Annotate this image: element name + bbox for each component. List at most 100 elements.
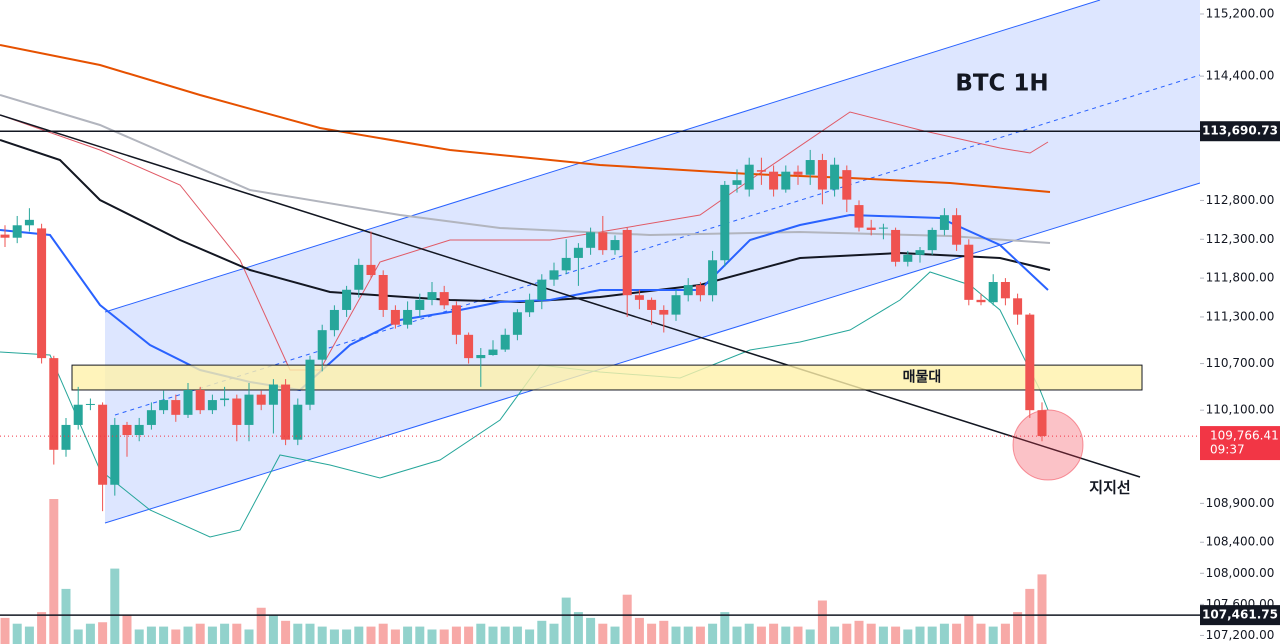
volume-bar: [37, 612, 47, 644]
volume-bar: [220, 623, 230, 644]
candle-body: [305, 359, 315, 405]
volume-bar: [769, 623, 779, 644]
candle-body: [891, 229, 901, 262]
y-tick-label: 111,300.00: [1206, 309, 1275, 323]
candle-body: [49, 358, 59, 450]
volume-bar: [915, 626, 925, 644]
volume-bar: [183, 626, 193, 644]
candle-body: [939, 215, 949, 230]
volume-bar: [256, 607, 266, 644]
volume-bar: [939, 623, 949, 644]
candle-body: [586, 232, 596, 248]
y-tick-label: 110,100.00: [1206, 403, 1275, 417]
channel-top: [104, 0, 1101, 313]
candle-body: [244, 394, 254, 425]
candle-body: [622, 229, 632, 296]
candle-body: [268, 384, 278, 405]
candle-body: [171, 400, 181, 415]
candle-body: [561, 257, 571, 271]
candle-body: [1000, 281, 1010, 299]
y-tick-label: 108,000.00: [1206, 566, 1275, 580]
volume-bar: [366, 626, 376, 644]
volume-bar: [708, 623, 718, 644]
candle-body: [354, 264, 364, 290]
volume-bar: [976, 623, 986, 644]
volume-bar: [866, 623, 876, 644]
volume-bar: [1025, 588, 1035, 644]
volume-bar: [61, 588, 71, 644]
volume-bar: [647, 623, 657, 644]
y-tick-label: 115,200.00: [1206, 6, 1275, 20]
candle-body: [952, 215, 962, 245]
candle-body: [976, 299, 986, 303]
y-tick-label: 111,800.00: [1206, 271, 1275, 285]
candle-body: [378, 275, 388, 310]
candle-body: [366, 264, 376, 276]
candle-body: [451, 305, 461, 335]
volume-bar: [805, 629, 815, 644]
candle-body: [403, 309, 413, 325]
volume-bar: [390, 629, 400, 644]
candle-body: [159, 400, 169, 411]
ma-black: [0, 139, 1051, 304]
candle-body: [24, 219, 34, 226]
candle-body: [232, 398, 242, 425]
chart-title: BTC 1H: [955, 71, 1048, 97]
level-label: 107,461.75: [1202, 608, 1278, 622]
candle-body: [98, 404, 108, 485]
candle-body: [647, 299, 657, 310]
candle-body: [744, 164, 754, 190]
candle-body: [220, 398, 230, 401]
volume-bar: [720, 612, 730, 644]
candle-body: [878, 227, 888, 229]
candle-body: [708, 260, 718, 296]
candle-body: [720, 184, 730, 261]
volume-bar: [415, 626, 425, 644]
volume-bar: [49, 499, 59, 644]
volume-bar: [464, 626, 474, 644]
candle-body: [110, 424, 120, 485]
candle-body: [598, 232, 608, 251]
volume-bar: [85, 623, 95, 644]
candle-body: [866, 227, 876, 230]
candle-body: [671, 295, 681, 315]
volume-bar: [146, 626, 156, 644]
volume-bar: [732, 626, 742, 644]
volume-bar: [793, 626, 803, 644]
volume-bar: [317, 626, 327, 644]
volume-bar: [451, 626, 461, 644]
volume-bar: [854, 620, 864, 644]
volume-bar: [244, 629, 254, 644]
volume-bar: [159, 626, 169, 644]
candles: [0, 149, 1047, 512]
volume-bar: [232, 623, 242, 644]
candle-body: [37, 228, 47, 359]
candle-body: [61, 424, 71, 450]
candle-body: [634, 295, 644, 300]
candle-body: [342, 289, 352, 310]
candle-body: [695, 285, 705, 296]
candle-body: [842, 170, 852, 200]
y-tick-label: 114,400.00: [1206, 69, 1275, 83]
volume-bar: [134, 629, 144, 644]
level-label-bg: [1200, 121, 1280, 142]
support-label: 지지선: [1089, 479, 1130, 497]
candle-body: [610, 240, 620, 251]
candle-body: [573, 247, 583, 258]
candle-body: [464, 334, 474, 359]
candle-body: [488, 349, 498, 356]
candle-body: [1025, 314, 1035, 411]
volume-bar: [403, 626, 413, 644]
volume-bar: [354, 626, 364, 644]
volume-bar: [525, 629, 535, 644]
candle-body: [854, 205, 864, 228]
channel-bottom: [104, 182, 1201, 524]
support-line: [0, 114, 1141, 478]
ma-blue: [0, 213, 1049, 392]
volume-bar: [98, 622, 108, 644]
volume-bar: [171, 629, 181, 644]
candle-body: [537, 279, 547, 300]
volume-bar: [781, 626, 791, 644]
volume-bar: [659, 620, 669, 644]
candle-body: [781, 171, 791, 190]
